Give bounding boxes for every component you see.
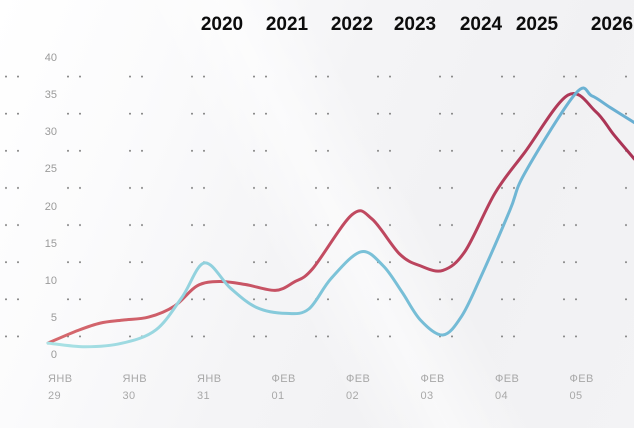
x-tick-month: ЯНВ <box>197 373 222 385</box>
x-tick-label-ФЕВ-03: ФЕВ 03 <box>421 371 445 405</box>
x-tick-label-ФЕВ-04: ФЕВ 04 <box>495 371 519 405</box>
y-tick-label-5: 5 <box>50 311 57 324</box>
x-tick-label-ЯНВ-30: ЯНВ 30 <box>123 371 147 405</box>
x-tick-month: ФЕВ <box>271 373 296 385</box>
x-tick-day: 30 <box>122 390 136 402</box>
blue-line <box>46 86 634 349</box>
x-tick-label-ФЕВ-05: ФЕВ 05 <box>570 371 594 405</box>
x-tick-day: 02 <box>346 390 360 402</box>
x-tick-month: ФЕВ <box>569 373 594 385</box>
y-tick-label-10: 10 <box>44 274 57 287</box>
x-tick-label-ФЕВ-01: ФЕВ 01 <box>272 371 296 405</box>
dot-grid <box>0 52 634 364</box>
y-tick-label-0: 0 <box>50 349 57 361</box>
x-tick-month: ФЕВ <box>420 373 445 385</box>
y-tick-label-20: 20 <box>44 200 57 213</box>
x-axis: ЯНВ 29 ЯНВ 30 ЯНВ 31 ФЕВ 01 ФЕВ 02 ФЕВ 03 ФЕВ 04 ФЕВ 05 <box>0 371 634 411</box>
y-tick-label-25: 25 <box>44 163 57 176</box>
x-tick-label-ЯНВ-31: ЯНВ 31 <box>197 371 221 405</box>
x-tick-day: 29 <box>48 390 62 402</box>
y-tick-label-30: 30 <box>44 126 57 139</box>
year-tab-2024[interactable]: 2024 <box>459 14 503 35</box>
red-line <box>46 92 634 345</box>
x-tick-day: 04 <box>495 390 509 402</box>
year-tab-2023[interactable]: 2023 <box>393 14 437 35</box>
x-tick-month: ФЕВ <box>346 373 371 385</box>
year-tab-2020[interactable]: 2020 <box>200 14 244 35</box>
x-tick-month: ФЕВ <box>495 373 520 385</box>
x-tick-day: 03 <box>420 390 434 402</box>
x-tick-month: ЯНВ <box>48 373 73 385</box>
x-tick-day: 05 <box>569 390 583 402</box>
y-tick-label-15: 15 <box>44 237 57 250</box>
year-tab-2026[interactable]: 2026 <box>590 14 634 35</box>
x-tick-day: 31 <box>197 390 211 402</box>
year-tab-2025[interactable]: 2025 <box>515 14 559 35</box>
x-tick-day: 01 <box>271 390 285 402</box>
year-tab-2021[interactable]: 2021 <box>265 14 309 35</box>
y-tick-label-35: 35 <box>44 89 57 102</box>
year-tab-2022[interactable]: 2022 <box>330 14 374 35</box>
x-tick-label-ФЕВ-02: ФЕВ 02 <box>346 371 370 405</box>
year-tabs-row: 2020 2021 2022 2023 2024 2025 2026 <box>0 14 634 40</box>
x-tick-month: ЯНВ <box>122 373 147 385</box>
y-tick-label-40: 40 <box>44 52 57 64</box>
y-axis: 40 35 30 25 20 15 10 5 0 <box>0 0 60 428</box>
x-tick-label-ЯНВ-29: ЯНВ 29 <box>48 371 72 405</box>
